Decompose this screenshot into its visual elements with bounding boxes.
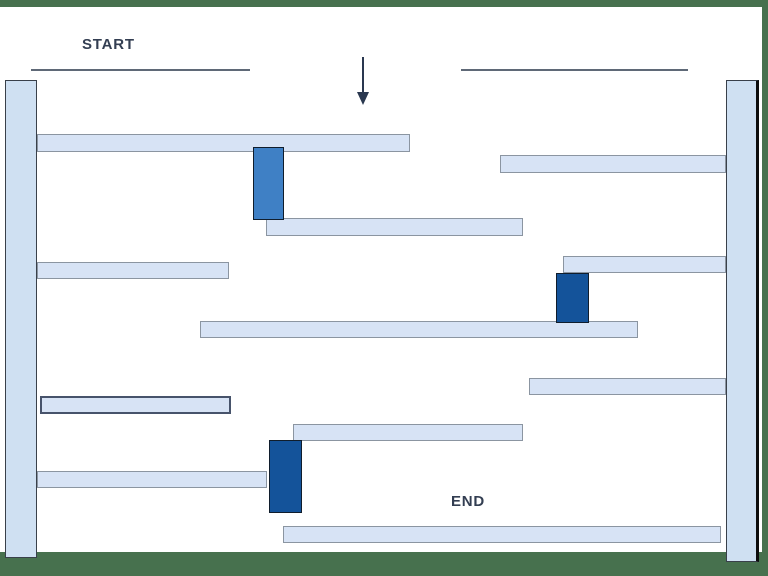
down-arrow-head [357,92,369,105]
left-wall [5,80,37,558]
shelf-5 [563,256,726,273]
shelf-1 [37,134,410,152]
block-2-dark-blue [556,273,589,323]
shelf-3 [266,218,523,236]
shelf-7 [529,378,726,395]
right-wall [726,80,759,562]
page-background [0,7,762,552]
shelf-9 [293,424,523,441]
start-label: START [82,36,135,53]
start-underline [31,69,250,71]
shelf-6 [200,321,638,338]
shelf-2 [500,155,726,173]
end-label: END [451,493,486,510]
shelf-8 [40,396,231,414]
top-right-line [461,69,688,71]
block-3-dark-blue [269,440,302,513]
block-1-medium-blue [253,147,284,220]
down-arrow-stem [362,57,364,93]
shelf-4 [37,262,229,279]
shelf-10 [37,471,267,488]
shelf-11 [283,526,721,543]
